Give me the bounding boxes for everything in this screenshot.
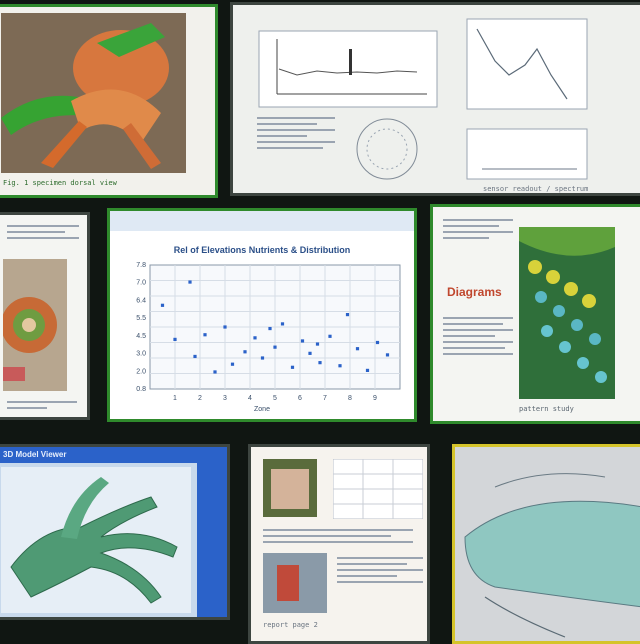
x-axis-label: Zone	[254, 406, 270, 413]
scatter-point	[308, 351, 312, 355]
scatter-chart-window[interactable]: Rel of Elevations Nutrients & Distributi…	[107, 208, 417, 422]
pattern-image	[519, 227, 615, 399]
specimen-scan-image	[455, 447, 640, 641]
scatter-point	[173, 337, 177, 341]
pattern-title: Diagrams	[447, 285, 502, 299]
report-graphics	[258, 18, 588, 180]
pattern-text-top	[443, 219, 513, 243]
photo-bottom	[263, 553, 327, 613]
tile-specimen-photo[interactable]: Fig. 1 specimen dorsal view	[0, 4, 218, 198]
y-tick-label: 0.8	[136, 386, 146, 393]
scatter-point	[315, 342, 320, 346]
hand-model-render	[1, 467, 191, 613]
viewer-toolbar[interactable]	[197, 463, 227, 617]
tile-photo-report[interactable]: report page 2	[248, 444, 430, 644]
x-tick-label: 2	[198, 395, 202, 402]
scatter-point	[213, 370, 217, 374]
scatter-point	[230, 362, 235, 366]
scatter-point	[365, 368, 370, 372]
report-caption: sensor readout / spectrum	[483, 185, 589, 193]
scatter-chart: Rel of Elevations Nutrients & Distributi…	[110, 211, 414, 413]
scatter-point	[273, 345, 277, 349]
tile-model-viewer[interactable]: 3D Model Viewer	[0, 444, 230, 620]
x-tick-label: 6	[298, 395, 302, 402]
x-tick-label: 1	[173, 395, 177, 402]
scatter-point	[280, 322, 285, 326]
specimen-image	[1, 13, 186, 173]
photo-report-caption: report page 2	[263, 621, 318, 629]
y-tick-label: 3.0	[136, 351, 146, 358]
x-tick-label: 4	[248, 395, 252, 402]
scatter-point	[300, 339, 305, 343]
tile-pattern-study[interactable]: Diagrams pattern study	[430, 204, 640, 424]
scatter-point	[290, 365, 295, 369]
y-tick-label: 6.4	[136, 297, 146, 304]
scatter-point	[338, 364, 342, 368]
photo-top	[263, 459, 317, 517]
pattern-caption: pattern study	[519, 405, 574, 413]
scatter-point	[188, 280, 192, 284]
scatter-point	[223, 325, 227, 329]
cross-section-footer	[7, 401, 77, 413]
x-tick-label: 7	[323, 395, 327, 402]
cross-section-text	[7, 225, 79, 243]
x-tick-label: 3	[223, 395, 227, 402]
scatter-point	[160, 303, 165, 307]
photo-report-text-2	[337, 557, 423, 587]
x-tick-label: 5	[273, 395, 277, 402]
scatter-point	[318, 361, 322, 365]
x-tick-label: 8	[348, 395, 352, 402]
y-tick-label: 7.8	[136, 262, 146, 269]
cross-section-image	[3, 259, 67, 391]
tile-specimen-scan[interactable]	[452, 444, 640, 644]
specimen-caption: Fig. 1 specimen dorsal view	[3, 179, 117, 187]
y-tick-label: 7.0	[136, 280, 146, 287]
table-grid	[333, 459, 423, 519]
scatter-point	[243, 350, 247, 354]
scatter-point	[260, 356, 265, 360]
scatter-point	[345, 313, 350, 317]
y-tick-label: 2.0	[136, 368, 146, 375]
x-tick-label: 9	[373, 395, 377, 402]
tile-sensor-report[interactable]: sensor readout / spectrum	[230, 2, 640, 196]
photo-report-text	[263, 529, 413, 547]
tile-cross-section[interactable]	[0, 212, 90, 420]
scatter-point	[355, 347, 360, 351]
scatter-point	[203, 333, 207, 337]
pattern-text-body	[443, 317, 513, 359]
y-tick-label: 5.5	[136, 315, 146, 322]
scatter-point	[328, 334, 332, 338]
scatter-point	[385, 353, 390, 357]
viewer-header: 3D Model Viewer	[0, 447, 227, 463]
scatter-point	[193, 354, 197, 359]
scatter-point	[268, 326, 272, 331]
scatter-point	[253, 336, 257, 340]
report-text-block	[257, 117, 335, 153]
chart-title: Rel of Elevations Nutrients & Distributi…	[174, 245, 351, 255]
scatter-point	[375, 340, 380, 345]
y-tick-label: 4.5	[136, 333, 146, 340]
